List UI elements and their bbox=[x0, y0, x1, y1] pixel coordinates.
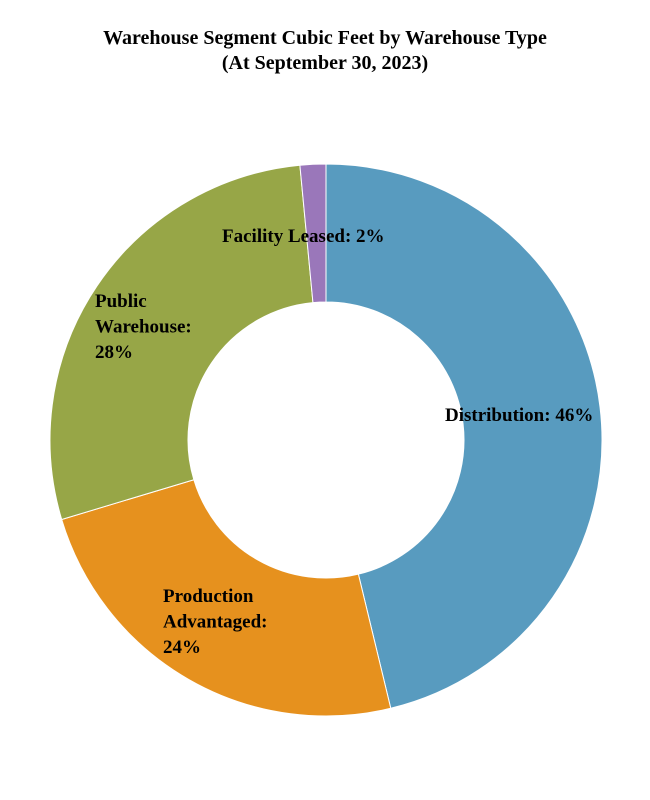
donut-slices bbox=[49, 163, 603, 717]
slice-label: Public Warehouse: 28% bbox=[95, 291, 192, 363]
slice-labels: Distribution: 46% Production Advantaged: 24… bbox=[95, 226, 593, 658]
chart-subtitle: (At September 30, 2023) bbox=[221, 52, 429, 74]
slice-label: Production Advantaged: 24% bbox=[163, 586, 268, 658]
donut-slice bbox=[299, 163, 327, 304]
slice-label: Facility Leased: 2% bbox=[222, 226, 385, 247]
slice-label: Distribution: 46% bbox=[445, 405, 593, 426]
donut-slice bbox=[61, 479, 392, 717]
chart-title: Warehouse Segment Cubic Feet by Warehous… bbox=[103, 27, 547, 49]
donut-slice bbox=[325, 163, 603, 709]
donut-slice bbox=[49, 164, 314, 521]
